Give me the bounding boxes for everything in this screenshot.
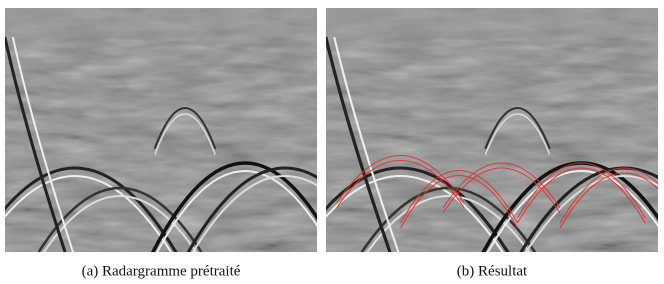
- caption: (a) Radargramme prétraité: [82, 263, 241, 279]
- result-image: [283, 8, 664, 276]
- figure: (a) Radargramme prétraité (b) Résultat: [0, 0, 664, 284]
- radargram-image: [283, 8, 664, 276]
- caption: (b) Résultat: [457, 263, 528, 279]
